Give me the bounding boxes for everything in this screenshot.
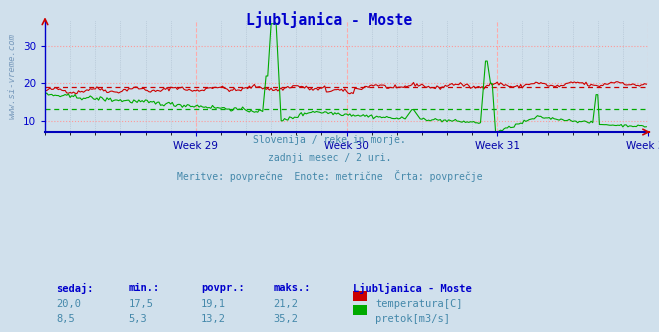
Text: 8,5: 8,5 [56, 314, 74, 324]
Text: 19,1: 19,1 [201, 299, 226, 309]
Text: 17,5: 17,5 [129, 299, 154, 309]
Text: Ljubljanica - Moste: Ljubljanica - Moste [353, 283, 471, 294]
Text: Ljubljanica - Moste: Ljubljanica - Moste [246, 12, 413, 29]
Text: Slovenija / reke in morje.: Slovenija / reke in morje. [253, 135, 406, 145]
Text: 5,3: 5,3 [129, 314, 147, 324]
Text: temperatura[C]: temperatura[C] [375, 299, 463, 309]
Text: Meritve: povprečne  Enote: metrične  Črta: povprečje: Meritve: povprečne Enote: metrične Črta:… [177, 170, 482, 182]
Text: maks.:: maks.: [273, 283, 311, 293]
Text: 20,0: 20,0 [56, 299, 81, 309]
Text: pretok[m3/s]: pretok[m3/s] [375, 314, 450, 324]
Text: 13,2: 13,2 [201, 314, 226, 324]
Text: www.si-vreme.com: www.si-vreme.com [7, 33, 16, 119]
Text: sedaj:: sedaj: [56, 283, 94, 294]
Text: 21,2: 21,2 [273, 299, 299, 309]
Text: min.:: min.: [129, 283, 159, 293]
Text: 35,2: 35,2 [273, 314, 299, 324]
Text: zadnji mesec / 2 uri.: zadnji mesec / 2 uri. [268, 153, 391, 163]
Text: povpr.:: povpr.: [201, 283, 244, 293]
